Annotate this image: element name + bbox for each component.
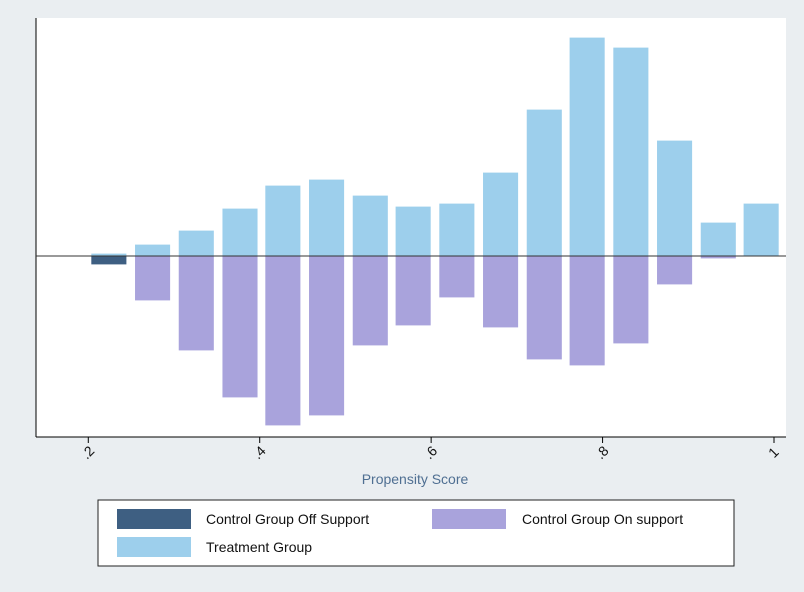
bar bbox=[265, 255, 301, 426]
bar bbox=[309, 255, 345, 416]
bar bbox=[439, 203, 475, 257]
bar bbox=[395, 206, 431, 257]
bar bbox=[613, 255, 649, 344]
bar bbox=[265, 185, 301, 257]
bar bbox=[569, 255, 605, 366]
bar bbox=[135, 244, 171, 257]
bar bbox=[178, 230, 214, 257]
legend-label: Control Group On support bbox=[522, 511, 683, 527]
x-axis-title: Propensity Score bbox=[362, 471, 469, 487]
bar bbox=[526, 255, 562, 360]
legend-box bbox=[97, 499, 735, 567]
bar bbox=[657, 255, 693, 285]
bar bbox=[222, 208, 258, 257]
bar bbox=[309, 179, 345, 257]
bar bbox=[483, 255, 519, 328]
legend-swatch bbox=[117, 537, 191, 557]
legend-swatch bbox=[432, 509, 506, 529]
bar bbox=[352, 255, 388, 346]
bar bbox=[439, 255, 475, 298]
bar bbox=[483, 172, 519, 257]
bar bbox=[569, 37, 605, 257]
legend-label: Control Group Off Support bbox=[206, 511, 369, 527]
bar bbox=[613, 47, 649, 257]
bar bbox=[222, 255, 258, 398]
bar bbox=[91, 255, 127, 265]
legend-swatch bbox=[117, 509, 191, 529]
bar bbox=[657, 140, 693, 257]
legend-label: Treatment Group bbox=[206, 539, 312, 555]
bar bbox=[526, 109, 562, 257]
bar bbox=[352, 195, 388, 257]
bar bbox=[135, 255, 171, 301]
bar bbox=[395, 255, 431, 326]
bar bbox=[178, 255, 214, 351]
bar bbox=[743, 203, 779, 257]
bar bbox=[700, 222, 736, 257]
